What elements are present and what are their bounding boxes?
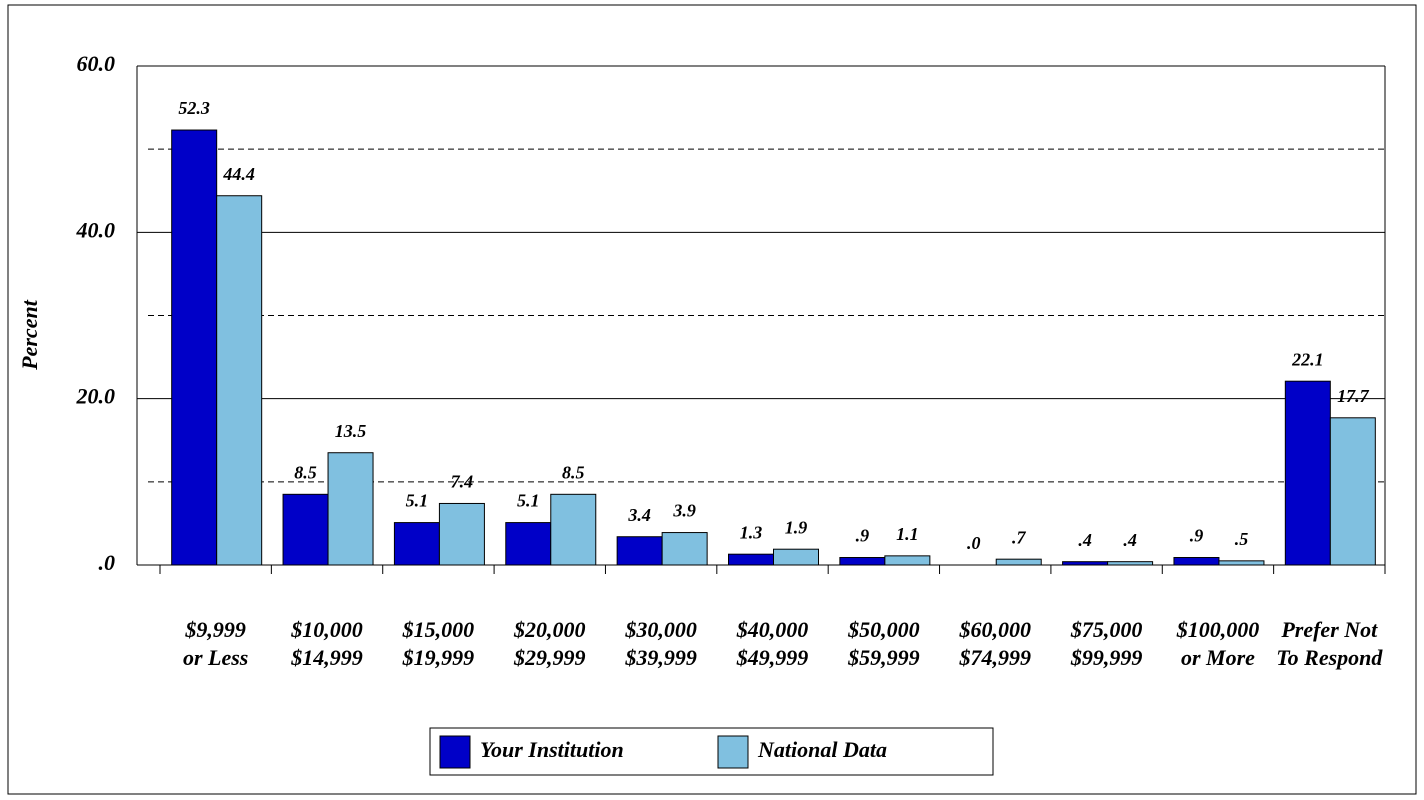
x-tick-label: or More xyxy=(1181,645,1255,670)
x-tick-label: $15,000 xyxy=(402,617,475,642)
value-label: .7 xyxy=(1012,527,1027,547)
y-tick-label: .0 xyxy=(99,550,116,575)
x-tick-label: $75,000 xyxy=(1070,617,1143,642)
bar xyxy=(661,532,708,566)
value-label: 22.1 xyxy=(1291,349,1324,369)
legend-swatch xyxy=(717,735,749,769)
bar xyxy=(1173,557,1220,566)
x-tick-label: or Less xyxy=(183,645,248,670)
x-tick-label: $49,999 xyxy=(736,645,809,670)
value-label: .4 xyxy=(1078,530,1092,550)
bar xyxy=(505,522,552,566)
x-tick-label: $29,999 xyxy=(513,645,586,670)
bar xyxy=(616,536,663,566)
y-tick-label: 40.0 xyxy=(76,217,116,242)
x-tick-label: Prefer Not xyxy=(1280,617,1378,642)
value-label: 17.7 xyxy=(1337,386,1370,406)
bar xyxy=(438,502,485,566)
bar xyxy=(327,452,374,566)
bar xyxy=(1107,561,1154,566)
x-tick-label: $40,000 xyxy=(736,617,809,642)
legend-label: Your Institution xyxy=(480,737,624,762)
value-label: 1.1 xyxy=(896,524,919,544)
x-tick-label: $99,999 xyxy=(1070,645,1143,670)
bar xyxy=(393,522,440,566)
value-label: .9 xyxy=(1190,526,1204,546)
value-label: 1.9 xyxy=(785,517,808,537)
bar xyxy=(171,129,218,566)
bar xyxy=(1329,417,1376,566)
y-tick-label: 60.0 xyxy=(77,51,116,76)
value-label: 3.4 xyxy=(627,505,651,525)
bar xyxy=(773,548,819,566)
value-label: 52.3 xyxy=(178,98,210,118)
value-label: .5 xyxy=(1235,529,1249,549)
y-axis-label: Percent xyxy=(17,299,42,371)
x-tick-label: $60,000 xyxy=(958,617,1031,642)
value-label: 5.1 xyxy=(406,491,429,511)
bar xyxy=(995,558,1042,566)
value-label: 8.5 xyxy=(294,462,317,482)
x-tick-label: $19,999 xyxy=(402,645,475,670)
bar xyxy=(216,195,263,566)
bar xyxy=(1218,560,1265,566)
y-tick-label: 20.0 xyxy=(76,384,116,409)
value-label: 13.5 xyxy=(335,421,367,441)
value-label: 8.5 xyxy=(562,462,585,482)
x-tick-label: $30,000 xyxy=(624,617,697,642)
x-tick-label: $14,999 xyxy=(290,645,363,670)
value-label: 7.4 xyxy=(451,472,474,492)
x-tick-label: $100,000 xyxy=(1176,617,1260,642)
x-tick-label: $9,999 xyxy=(184,617,246,642)
bar xyxy=(550,493,597,566)
x-tick-label: $20,000 xyxy=(513,617,586,642)
value-label: 3.9 xyxy=(672,501,696,521)
legend-label: National Data xyxy=(757,737,887,762)
bar xyxy=(282,493,329,566)
value-label: 44.4 xyxy=(222,164,255,184)
chart-frame xyxy=(7,4,1417,795)
bar xyxy=(728,553,774,566)
value-label: .0 xyxy=(967,533,981,553)
x-tick-label: $74,999 xyxy=(958,645,1031,670)
bar xyxy=(1284,380,1331,566)
x-tick-label: $10,000 xyxy=(290,617,363,642)
value-label: .4 xyxy=(1123,530,1137,550)
x-tick-label: $50,000 xyxy=(847,617,920,642)
bar xyxy=(1062,561,1109,566)
legend-box xyxy=(429,727,994,776)
x-tick-label: To Respond xyxy=(1276,645,1383,670)
bar xyxy=(839,557,886,566)
x-tick-label: $59,999 xyxy=(847,645,920,670)
bar xyxy=(884,555,931,566)
x-tick-label: $39,999 xyxy=(624,645,697,670)
value-label: 1.3 xyxy=(740,522,763,542)
value-label: 5.1 xyxy=(517,491,540,511)
legend-swatch xyxy=(439,735,471,769)
value-label: .9 xyxy=(856,526,870,546)
